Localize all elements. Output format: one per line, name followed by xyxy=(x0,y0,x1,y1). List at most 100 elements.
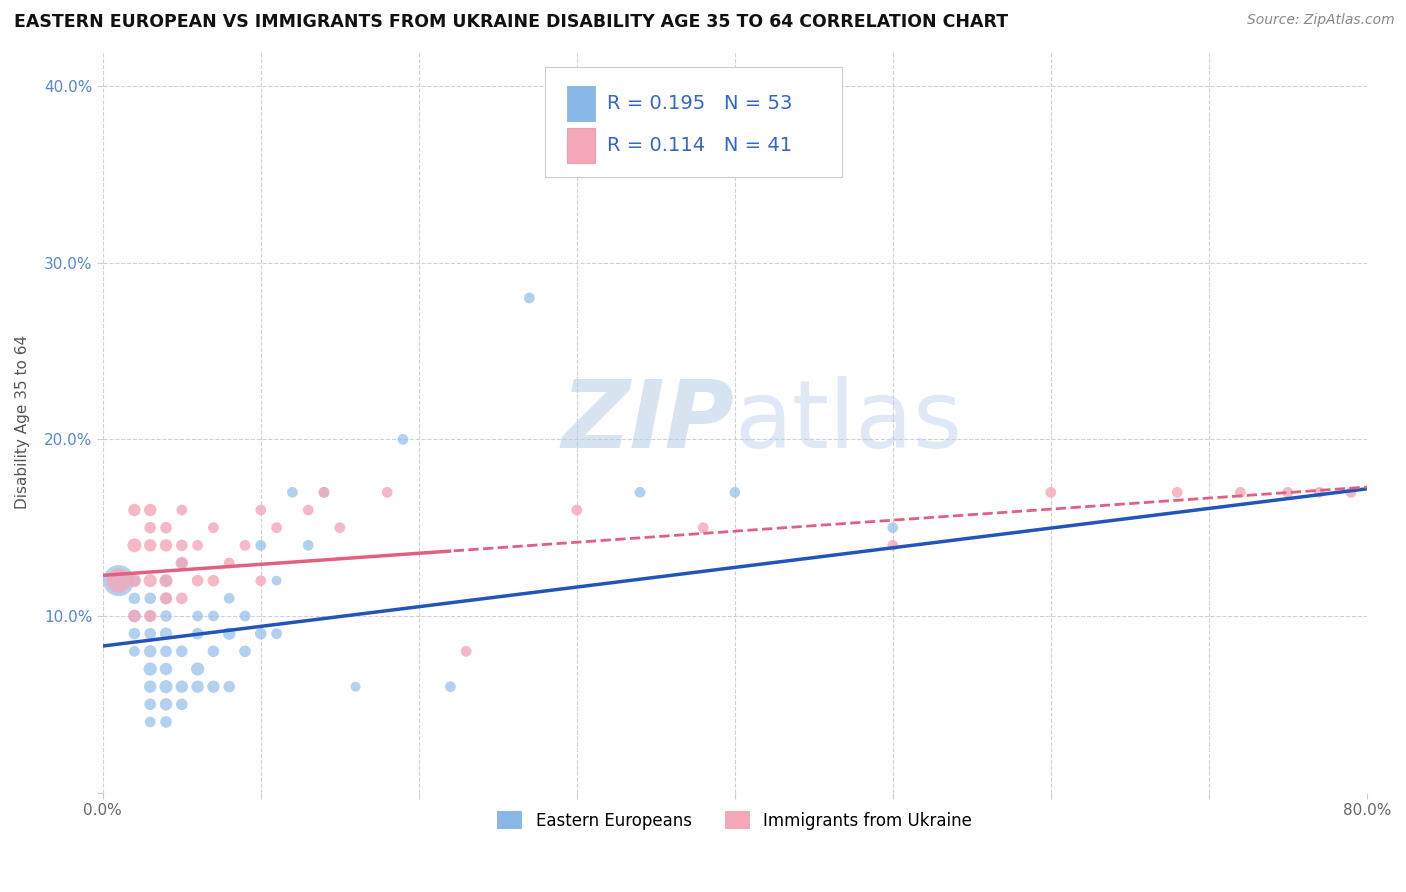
Bar xyxy=(567,128,595,163)
Point xyxy=(155,662,177,676)
Point xyxy=(202,680,225,694)
Point xyxy=(155,626,177,640)
Point xyxy=(187,662,209,676)
Point xyxy=(187,680,209,694)
Point xyxy=(124,609,146,624)
Point xyxy=(170,556,193,570)
Text: ZIP: ZIP xyxy=(562,376,735,467)
Point xyxy=(218,680,240,694)
Point xyxy=(1229,485,1251,500)
Point xyxy=(124,609,146,624)
Point xyxy=(392,433,415,447)
Point xyxy=(139,644,162,658)
Point xyxy=(139,538,162,552)
Point xyxy=(155,574,177,588)
Point xyxy=(155,680,177,694)
Text: EASTERN EUROPEAN VS IMMIGRANTS FROM UKRAINE DISABILITY AGE 35 TO 64 CORRELATION : EASTERN EUROPEAN VS IMMIGRANTS FROM UKRA… xyxy=(14,13,1008,31)
Point xyxy=(882,521,904,535)
Point xyxy=(170,644,193,658)
Point xyxy=(565,503,588,517)
Point xyxy=(170,503,193,517)
Point xyxy=(312,485,335,500)
Point xyxy=(139,521,162,535)
Y-axis label: Disability Age 35 to 64: Disability Age 35 to 64 xyxy=(15,334,30,508)
Text: R = 0.114   N = 41: R = 0.114 N = 41 xyxy=(607,136,792,155)
Bar xyxy=(567,86,595,121)
FancyBboxPatch shape xyxy=(546,67,842,177)
Point xyxy=(139,574,162,588)
Point xyxy=(139,680,162,694)
Point xyxy=(439,680,461,694)
Point xyxy=(1166,485,1188,500)
Point xyxy=(139,609,162,624)
Point xyxy=(249,574,271,588)
Text: atlas: atlas xyxy=(735,376,963,467)
Point xyxy=(218,591,240,606)
Point xyxy=(170,556,193,570)
Point xyxy=(124,574,146,588)
Point xyxy=(297,538,319,552)
Point xyxy=(312,485,335,500)
Point xyxy=(139,503,162,517)
Point xyxy=(202,609,225,624)
Point xyxy=(724,485,747,500)
Point xyxy=(124,626,146,640)
Point xyxy=(233,644,256,658)
Point xyxy=(249,538,271,552)
Point xyxy=(249,626,271,640)
Point xyxy=(139,662,162,676)
Point xyxy=(1308,485,1330,500)
Point xyxy=(170,680,193,694)
Point xyxy=(218,626,240,640)
Point xyxy=(187,626,209,640)
Point xyxy=(124,574,146,588)
Point xyxy=(124,591,146,606)
Point xyxy=(266,521,288,535)
Point xyxy=(170,538,193,552)
Legend: Eastern Europeans, Immigrants from Ukraine: Eastern Europeans, Immigrants from Ukrai… xyxy=(491,805,979,837)
Point xyxy=(107,574,129,588)
Point xyxy=(139,609,162,624)
Point xyxy=(375,485,398,500)
Point xyxy=(170,698,193,712)
Point xyxy=(266,626,288,640)
Point xyxy=(155,591,177,606)
Point xyxy=(139,626,162,640)
Point xyxy=(124,538,146,552)
Text: R = 0.195   N = 53: R = 0.195 N = 53 xyxy=(607,94,793,113)
Point xyxy=(124,644,146,658)
Point xyxy=(692,521,714,535)
Point xyxy=(266,574,288,588)
Point xyxy=(202,521,225,535)
Point xyxy=(329,521,352,535)
Point xyxy=(218,556,240,570)
Point xyxy=(202,574,225,588)
Point xyxy=(155,609,177,624)
Point xyxy=(233,538,256,552)
Point xyxy=(456,644,478,658)
Point xyxy=(139,591,162,606)
Point xyxy=(187,609,209,624)
Point xyxy=(155,698,177,712)
Point xyxy=(155,714,177,729)
Point xyxy=(139,714,162,729)
Point xyxy=(519,291,541,305)
Point xyxy=(249,503,271,517)
Point xyxy=(233,609,256,624)
Point xyxy=(281,485,304,500)
Point xyxy=(297,503,319,517)
Point xyxy=(139,698,162,712)
Point xyxy=(155,538,177,552)
Point xyxy=(187,538,209,552)
Point xyxy=(1340,485,1362,500)
Point xyxy=(202,644,225,658)
Point xyxy=(107,574,129,588)
Point xyxy=(124,503,146,517)
Point xyxy=(155,644,177,658)
Text: Source: ZipAtlas.com: Source: ZipAtlas.com xyxy=(1247,13,1395,28)
Point xyxy=(628,485,651,500)
Point xyxy=(344,680,367,694)
Point xyxy=(155,591,177,606)
Point xyxy=(1039,485,1062,500)
Point xyxy=(1277,485,1299,500)
